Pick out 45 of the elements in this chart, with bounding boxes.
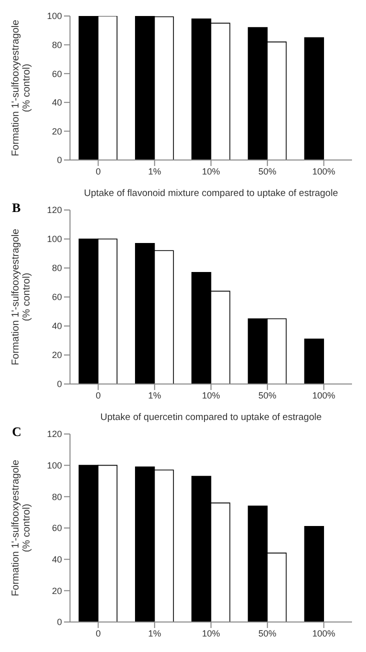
x-axis-title: Uptake of quercetin compared to uptake of estragole (100, 412, 322, 423)
x-tick-label: 1% (148, 390, 162, 400)
y-tick-label: 40 (52, 98, 62, 108)
y-tick-label: 20 (52, 586, 62, 596)
bar (304, 338, 324, 384)
y-tick-label: 0 (56, 155, 62, 166)
x-tick-label: 100% (312, 166, 336, 176)
x-tick-label: 50% (258, 628, 276, 638)
x-tick-label: 0 (96, 166, 101, 176)
x-tick-label: 10% (202, 166, 220, 176)
chart-title: B (12, 200, 21, 216)
y-tick-label: 20 (52, 126, 62, 136)
y-tick-label: 100 (46, 11, 62, 22)
y-tick-label: 20 (52, 350, 62, 360)
y-tick-label: 60 (52, 523, 62, 534)
x-tick-label: 10% (202, 390, 220, 400)
y-tick-label: 0 (56, 379, 62, 390)
x-axis-title: Uptake of flavonoid mixture compared to uptake of estragole (84, 188, 338, 199)
y-tick-label: 100 (46, 460, 62, 471)
y-axis-title: Formation 1'-sulfooxyestragole (% control) (10, 19, 32, 156)
bar (304, 37, 324, 160)
bar (304, 526, 324, 622)
y-tick-label: 80 (52, 40, 62, 50)
y-tick-label: 60 (52, 68, 62, 79)
x-tick-label: 1% (148, 166, 162, 176)
y-axis-title: Formation 1'-sulfooxyestragole (% control) (10, 459, 32, 596)
x-tick-label: 0 (96, 628, 101, 638)
y-axis-title: Formation 1'-sulfooxyestragole (% control) (10, 228, 32, 366)
y-tick-label: 0 (56, 617, 62, 628)
y-tick-label: 40 (52, 554, 62, 565)
x-tick-label: 50% (258, 390, 276, 400)
y-tick-label: 120 (46, 205, 62, 216)
x-tick-label: 100% (312, 390, 336, 400)
x-tick-label: 50% (258, 166, 276, 176)
x-tick-label: 1% (148, 628, 162, 638)
chart-title: C (12, 424, 22, 440)
y-tick-label: 80 (52, 492, 62, 502)
x-tick-label: 10% (202, 628, 220, 638)
y-tick-label: 80 (52, 263, 62, 274)
y-tick-label: 100 (46, 234, 62, 244)
x-tick-label: 0 (96, 390, 101, 400)
y-tick-label: 60 (52, 292, 62, 302)
y-tick-label: 40 (52, 321, 62, 332)
y-tick-label: 120 (46, 429, 62, 440)
x-tick-label: 100% (312, 628, 336, 638)
